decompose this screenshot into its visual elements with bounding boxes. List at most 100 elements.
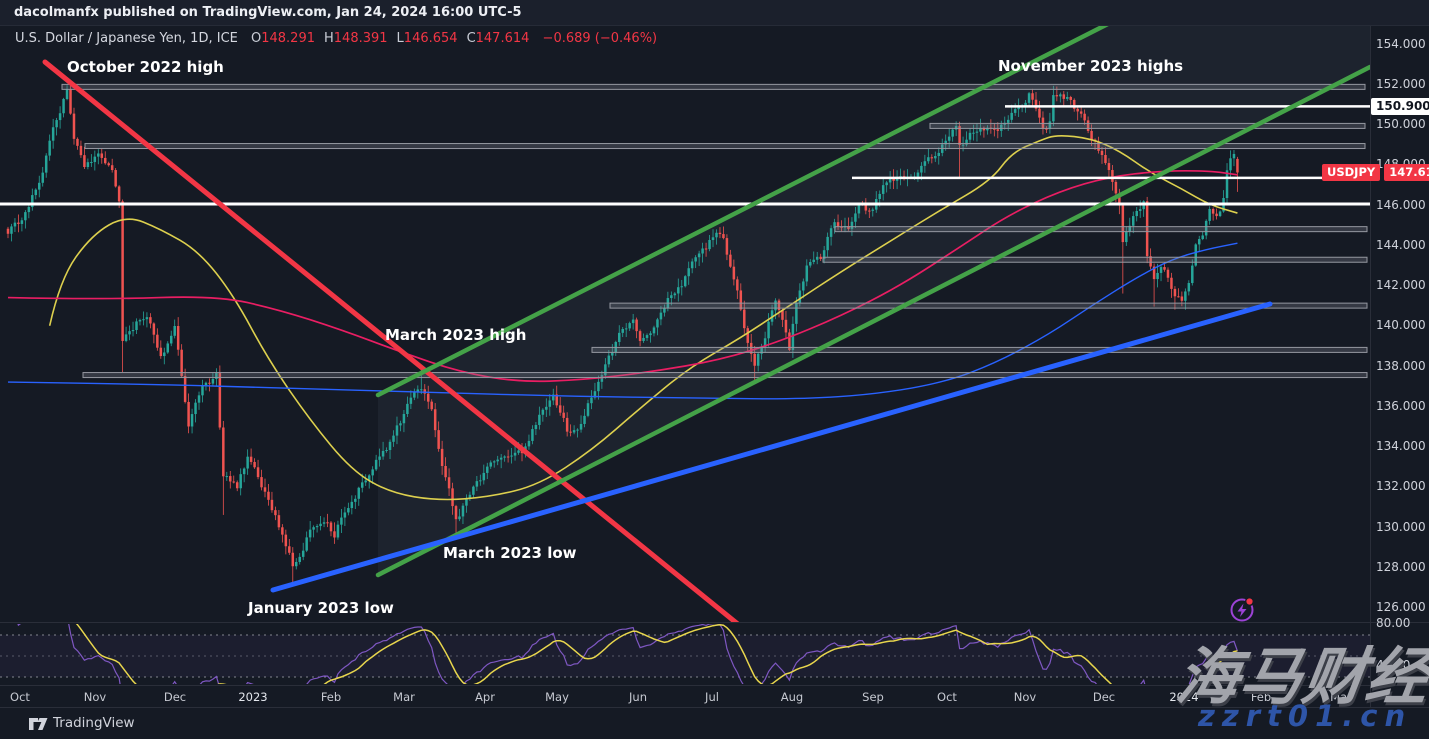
- symbol-ohlc-bar[interactable]: U.S. Dollar / Japanese Yen, 1D, ICE O148…: [15, 31, 657, 46]
- candle: [631, 319, 635, 324]
- candle: [281, 527, 284, 535]
- candle: [249, 456, 253, 462]
- candle: [538, 414, 541, 425]
- candle: [937, 152, 941, 156]
- candle: [298, 556, 301, 562]
- candle: [465, 498, 468, 506]
- candle: [329, 522, 333, 532]
- candle: [576, 429, 579, 431]
- time-axis-separator: [0, 685, 1429, 686]
- candle: [777, 300, 781, 311]
- candle: [218, 373, 222, 428]
- candle: [13, 222, 17, 227]
- candle: [1170, 277, 1173, 289]
- candle: [1145, 201, 1149, 257]
- candle: [677, 287, 680, 294]
- candle: [1194, 244, 1198, 266]
- candle: [333, 531, 336, 538]
- candle: [565, 417, 569, 432]
- candle: [103, 157, 107, 164]
- candle: [927, 157, 930, 162]
- candle: [291, 552, 295, 567]
- candle: [815, 256, 819, 260]
- flash-boost-icon[interactable]: [1227, 595, 1257, 625]
- candle: [805, 265, 809, 282]
- candle: [322, 522, 326, 524]
- chart-annotation: November 2023 highs: [998, 57, 1184, 75]
- downtrend-line-red: [42, 59, 740, 622]
- candle: [208, 382, 211, 384]
- symbol-title: U.S. Dollar / Japanese Yen, 1D, ICE: [15, 31, 238, 46]
- candle: [1152, 266, 1156, 280]
- chart-annotation: March 2023 low: [443, 544, 577, 562]
- last-price-badge: USDJPY 147.614: [1322, 164, 1429, 181]
- candle: [1100, 150, 1104, 155]
- candle: [1229, 158, 1232, 171]
- candle: [1024, 102, 1027, 106]
- candle: [447, 477, 451, 489]
- candle: [222, 427, 225, 477]
- candle: [749, 342, 753, 354]
- uptrend-line-blue: [270, 301, 1273, 593]
- candle: [506, 456, 510, 458]
- ohlc-value: 148.291: [261, 31, 315, 46]
- candle: [86, 162, 90, 168]
- candle: [701, 248, 704, 254]
- candle: [659, 312, 663, 320]
- candle: [145, 317, 149, 320]
- candle: [326, 522, 329, 524]
- candle: [374, 459, 378, 470]
- tradingview-logo-icon[interactable]: [29, 715, 48, 733]
- candle: [687, 268, 690, 277]
- candle: [1062, 94, 1066, 99]
- candle: [55, 120, 58, 128]
- candle: [1013, 109, 1017, 113]
- candle: [1184, 291, 1187, 301]
- candle: [555, 394, 558, 406]
- candle: [854, 213, 857, 222]
- candle: [562, 412, 565, 418]
- candle: [1125, 231, 1128, 243]
- candle: [180, 349, 183, 377]
- candle: [149, 317, 152, 324]
- candle: [847, 225, 850, 229]
- candle: [972, 132, 975, 134]
- candle: [878, 193, 881, 199]
- ma-pink: [7, 169, 1238, 383]
- candle: [284, 534, 288, 547]
- candle: [756, 353, 760, 366]
- candle: [163, 352, 166, 357]
- candle: [437, 430, 440, 449]
- tradingview-brand[interactable]: TradingView: [53, 715, 135, 731]
- candle: [107, 163, 110, 166]
- candle: [235, 482, 239, 489]
- candle: [652, 327, 656, 334]
- candle: [683, 276, 687, 287]
- candle: [1118, 193, 1121, 206]
- candle: [166, 343, 170, 353]
- candle: [1000, 124, 1003, 131]
- ma-yellow: [48, 134, 1238, 501]
- candle: [274, 510, 277, 516]
- candle: [395, 425, 399, 436]
- candle: [239, 474, 242, 489]
- candle: [381, 450, 385, 457]
- candle: [350, 501, 354, 509]
- candle: [190, 414, 194, 427]
- candle: [958, 126, 961, 145]
- candle: [548, 400, 552, 407]
- resistance-zone: [591, 346, 1368, 353]
- candle: [225, 476, 229, 478]
- candle: [704, 248, 708, 250]
- candle: [34, 189, 38, 196]
- candle: [41, 172, 44, 183]
- candle: [1121, 205, 1125, 243]
- candle: [722, 234, 725, 239]
- candle: [1201, 235, 1204, 240]
- candle: [715, 232, 718, 238]
- candle: [65, 89, 69, 99]
- candle: [423, 389, 427, 394]
- candle: [1191, 265, 1194, 284]
- candle: [173, 326, 176, 336]
